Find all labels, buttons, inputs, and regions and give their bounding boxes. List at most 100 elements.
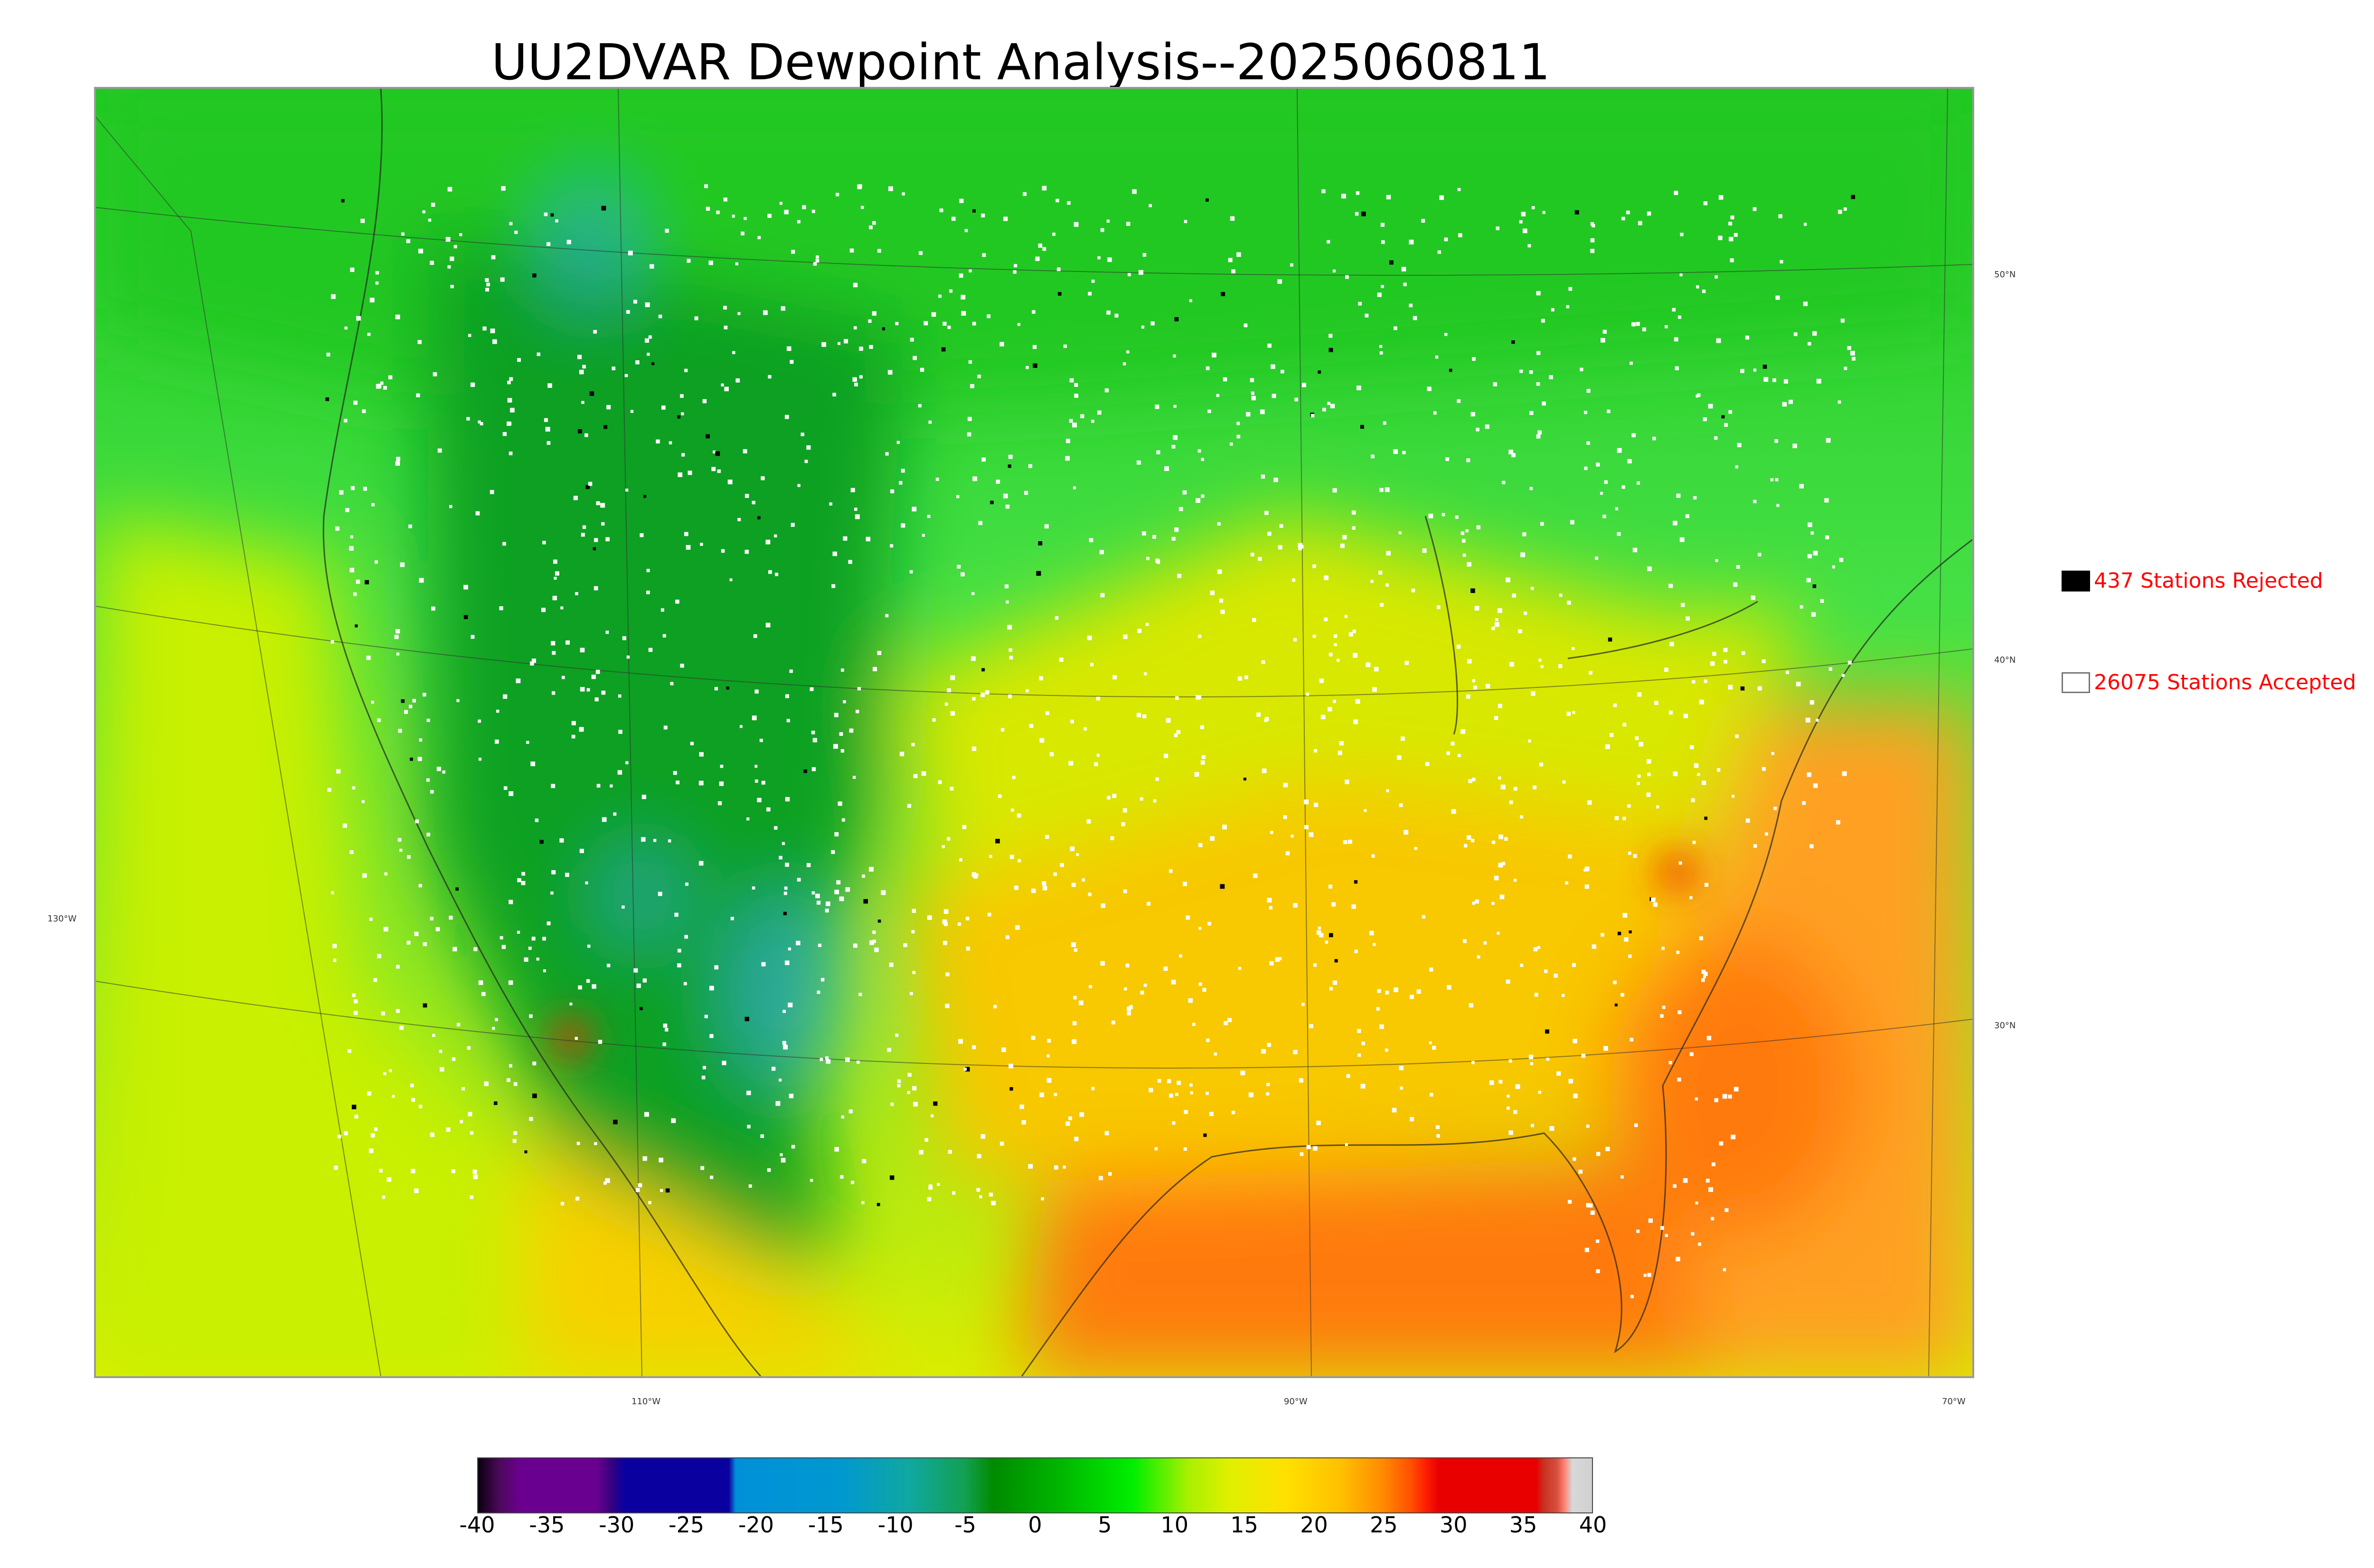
accepted-station-marker [514,230,518,234]
accepted-station-marker [988,912,991,917]
accepted-station-marker [507,1078,510,1082]
rejected-station-marker [603,425,608,429]
accepted-station-marker [1167,1079,1171,1083]
accepted-station-marker [1701,978,1705,982]
accepted-station-marker [687,259,691,263]
accepted-station-marker [1386,195,1391,199]
accepted-station-marker [353,999,358,1004]
accepted-station-marker [401,232,405,236]
accepted-station-marker [501,945,506,949]
accepted-station-marker [699,752,704,757]
accepted-station-marker [423,942,427,946]
accepted-station-marker [1696,394,1699,398]
accepted-station-marker [1622,723,1627,727]
accepted-station-marker [1345,1143,1348,1146]
accepted-station-marker [1494,716,1498,720]
accepted-station-marker [1786,670,1789,674]
accepted-station-marker [1383,421,1386,425]
rejected-station-marker [744,1016,749,1022]
accepted-station-marker [485,278,489,282]
accepted-station-marker [1636,322,1640,326]
accepted-station-marker [1281,369,1284,374]
accepted-station-marker [419,738,423,742]
accepted-station-marker [681,412,684,415]
accepted-station-marker [981,213,985,217]
accepted-station-marker [1467,835,1471,840]
accepted-station-marker [791,250,795,254]
accepted-station-marker [844,339,848,344]
accepted-station-marker [1197,449,1201,453]
rejected-station-marker [1220,884,1225,889]
accepted-station-marker [1219,599,1224,603]
accepted-station-marker [1403,282,1407,286]
accepted-station-marker [1771,752,1774,755]
accepted-station-marker [1518,629,1522,633]
accepted-station-marker [717,469,721,473]
accepted-station-marker [895,1033,899,1037]
accepted-station-marker [1381,285,1384,288]
accepted-station-marker [1665,1234,1668,1237]
accepted-station-marker [752,715,757,721]
accepted-station-marker [1217,569,1222,574]
accepted-station-marker [1477,955,1480,959]
accepted-station-marker [1586,389,1591,393]
rejected-station-marker [876,1203,880,1206]
accepted-station-marker [1355,212,1359,216]
accepted-station-marker [1306,1145,1311,1149]
accepted-station-marker [1267,532,1272,536]
accepted-station-marker [845,887,850,892]
accepted-station-marker [1053,872,1057,876]
accepted-station-marker [495,739,499,744]
accepted-station-marker [470,1131,474,1135]
accepted-station-marker [938,294,942,298]
accepted-station-marker [737,312,741,315]
accepted-station-marker [841,668,844,672]
accepted-station-marker [1812,331,1817,336]
accepted-station-marker [684,368,688,372]
accepted-station-marker [470,382,475,387]
accepted-station-marker [1283,782,1288,788]
accepted-station-marker [552,596,557,601]
accepted-station-marker [1689,1052,1694,1056]
accepted-station-marker [450,285,454,289]
accepted-station-marker [677,963,681,967]
accepted-station-marker [360,218,365,223]
accepted-station-marker [1699,936,1703,940]
accepted-station-marker [942,845,945,848]
accepted-station-marker [516,678,521,684]
accepted-station-marker [1718,195,1724,200]
accepted-station-marker [763,310,768,315]
accepted-station-marker [430,1132,434,1137]
accepted-station-marker [1542,401,1546,406]
accepted-station-marker [709,986,714,991]
accepted-station-marker [966,947,970,951]
accepted-station-marker [1173,435,1178,440]
accepted-station-marker [1201,755,1206,759]
accepted-station-marker [1266,1092,1270,1096]
accepted-station-marker [336,769,341,774]
accepted-station-marker [971,872,977,877]
dewpoint-map[interactable] [94,87,1974,1378]
accepted-station-marker [1566,712,1571,716]
accepted-station-marker [1413,316,1417,320]
accepted-station-marker [989,854,992,858]
accepted-station-marker [1460,531,1464,535]
accepted-station-marker [1088,291,1092,296]
accepted-station-marker [1074,1136,1079,1141]
accepted-station-marker [470,1195,474,1199]
accepted-station-marker [1718,235,1723,240]
accepted-station-marker [802,205,806,209]
accepted-station-marker [1635,736,1639,741]
accepted-station-marker [605,1178,610,1183]
accepted-station-marker [1370,580,1374,583]
accepted-station-marker [1068,761,1074,766]
accepted-station-marker [1024,491,1028,495]
accepted-station-marker [1063,1165,1066,1169]
accepted-station-marker [909,570,913,573]
accepted-station-marker [377,384,382,388]
accepted-station-marker [388,375,393,380]
accepted-station-marker [1652,437,1656,441]
accepted-station-marker [571,721,576,725]
accepted-station-marker [1210,836,1215,841]
accepted-station-marker [1668,710,1673,715]
